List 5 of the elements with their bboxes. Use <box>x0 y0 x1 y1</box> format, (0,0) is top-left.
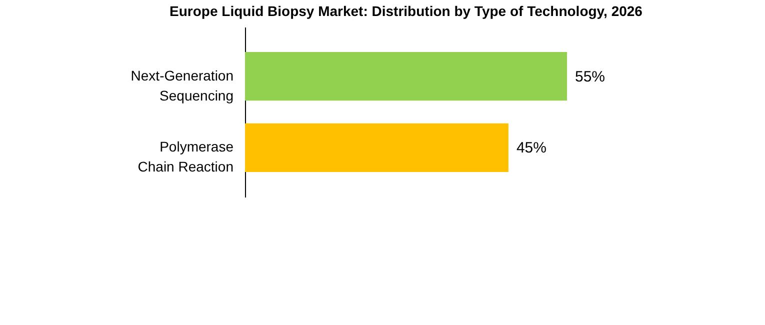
data-label: 55% <box>575 68 606 86</box>
data-label: 45% <box>516 140 546 157</box>
y-tick-label: Polymerase Chain Reaction <box>138 138 234 175</box>
chart-title: Europe Liquid Biopsy Market: Distribution by Type of Technology, 2026 <box>170 3 643 19</box>
y-tick-label: Next-Generation Sequencing <box>130 67 234 104</box>
